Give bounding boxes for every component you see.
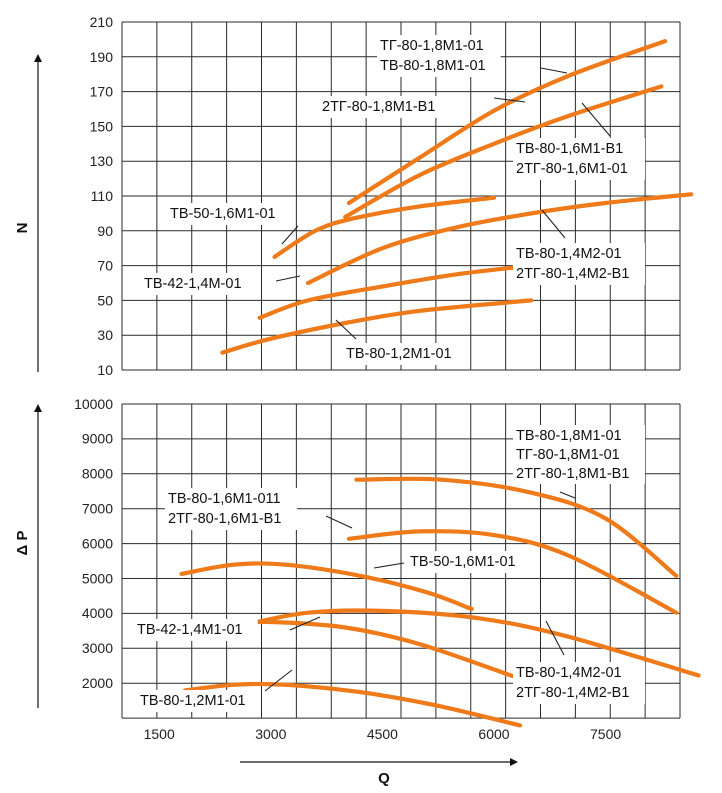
pressure-curve-label: 2ТГ-80-1,4М2-В1	[516, 685, 629, 701]
pressure-y-tick-label: 8000	[82, 466, 113, 482]
power-curve-label: ТВ-42-1,4М-01	[144, 276, 242, 292]
tick-labels: 10 30 50 70 90 110 130 150 170 190 210 2000 3000 4000…	[74, 14, 621, 742]
curve-label-background	[141, 273, 257, 295]
pressure-curve-2	[346, 529, 679, 615]
curve-label-background	[513, 138, 645, 180]
axes: N Δ P Q	[14, 54, 518, 787]
pressure-axis-arrow-head	[34, 404, 42, 412]
pressure-curve-label: ТВ-50-1,6М1-01	[410, 554, 516, 570]
x-tick-label: 7500	[590, 726, 621, 742]
power-y-tick-label: 170	[90, 84, 114, 100]
power-y-tick-label: 50	[97, 292, 113, 308]
power-curve-5	[257, 263, 534, 320]
power-curve-2	[343, 84, 664, 219]
power-y-tick-label: 130	[90, 153, 114, 169]
curve-label-background	[167, 203, 291, 225]
power-y-tick-label: 150	[90, 118, 114, 134]
label-leader-line	[289, 616, 321, 631]
curve-labels: ТГ-80-1,8М1-01 ТВ-80-1,8М1-01 2ТГ-80-1,8М1…	[134, 35, 645, 712]
pressure-curve-label: 2ТГ-80-1,8М1-В1	[516, 466, 629, 482]
power-curve-label: 2ТГ-80-1,8М1-В1	[322, 99, 435, 115]
pressure-curve-label: ТВ-80-1,2М1-01	[140, 693, 246, 709]
label-leader-line	[541, 209, 566, 239]
power-axis-arrow-head	[34, 54, 42, 62]
curves	[179, 39, 701, 728]
label-leader-line	[325, 515, 353, 529]
power-curve-6	[220, 298, 534, 355]
curve-label-background	[513, 243, 645, 285]
label-leader-line	[545, 620, 565, 656]
curve-label-background	[165, 488, 297, 530]
q-axis-arrow-head	[510, 758, 518, 766]
power-y-tick-label: 110	[91, 188, 114, 204]
label-leader-line	[493, 97, 526, 103]
power-curve-label: ТВ-80-1,6М1-В1	[516, 141, 623, 157]
x-tick-label: 3000	[255, 726, 286, 742]
pressure-y-tick-label: 4000	[82, 605, 113, 621]
curve-label-background	[513, 662, 645, 704]
power-curve-1	[346, 39, 668, 206]
label-leader-line	[559, 491, 576, 499]
power-y-tick-label: 190	[90, 49, 114, 65]
pressure-y-tick-label: 5000	[82, 570, 113, 586]
pressure-y-tick-label: 9000	[82, 431, 113, 447]
curve-label-background	[343, 343, 467, 365]
power-y-tick-label: 10	[97, 362, 113, 378]
curve-label-background	[134, 619, 258, 641]
curve-label-background	[513, 425, 645, 484]
x-tick-label: 1500	[144, 726, 175, 742]
pressure-axis-label: Δ P	[14, 531, 31, 556]
q-axis-label: Q	[378, 770, 390, 787]
power-curve-label: ТГ-80-1,8М1-01	[380, 38, 484, 54]
power-y-tick-label: 30	[97, 327, 113, 343]
power-curve-label: ТВ-80-1,2М1-01	[346, 346, 452, 362]
label-leader-line	[275, 275, 301, 282]
power-y-tick-label: 70	[97, 258, 113, 274]
pressure-curve-4	[246, 608, 701, 678]
pressure-y-tick-label: 3000	[82, 640, 113, 656]
curve-label-background	[319, 96, 451, 118]
curve-label-background	[407, 551, 531, 573]
pressure-y-tick-label: 2000	[82, 675, 113, 691]
power-axis-label: N	[14, 223, 31, 234]
label-leader-line	[281, 225, 299, 245]
pressure-curve-label: ТГ-80-1,8М1-01	[516, 447, 620, 463]
label-leader-line	[335, 319, 357, 340]
pressure-y-tick-label: 7000	[82, 501, 113, 517]
pressure-curve-3	[179, 561, 474, 612]
label-leader-line	[264, 669, 293, 692]
power-curve-label: 2ТГ-80-1,6М1-01	[516, 161, 628, 177]
x-tick-label: 4500	[367, 726, 398, 742]
power-curve-label: 2ТГ-80-1,4М2-В1	[516, 266, 629, 282]
curve-label-background	[137, 690, 261, 712]
power-curve-label: ТВ-80-1,8М1-01	[380, 58, 486, 74]
pressure-y-tick-label: 10000	[74, 396, 113, 412]
grid	[121, 21, 681, 719]
pressure-curve-label: ТВ-80-1,6М1-011	[168, 491, 281, 507]
pressure-curve-label: ТВ-80-1,4М2-01	[516, 665, 622, 681]
pressure-curve-6	[183, 681, 523, 728]
x-tick-label: 6000	[478, 726, 509, 742]
curve-label-background	[377, 35, 501, 77]
power-y-tick-label: 90	[97, 223, 113, 239]
pressure-curve-label: 2ТГ-80-1,6М1-В1	[168, 511, 281, 527]
power-curve-4	[305, 192, 694, 286]
power-curve-label: ТВ-50-1,6М1-01	[170, 206, 276, 222]
power-y-tick-label: 210	[90, 14, 114, 30]
power-curve-3	[272, 195, 497, 259]
pressure-curve-1	[354, 476, 679, 578]
pressure-curve-5	[227, 619, 519, 680]
label-leader-line	[540, 67, 568, 74]
label-leader-line	[373, 562, 405, 569]
pressure-curve-label: ТВ-42-1,4М1-01	[137, 622, 243, 638]
label-leader-line	[581, 102, 611, 137]
pressure-curve-label: ТВ-80-1,8М1-01	[516, 428, 622, 444]
pressure-y-tick-label: 6000	[82, 535, 113, 551]
power-curve-label: ТВ-80-1,4М2-01	[516, 246, 622, 262]
